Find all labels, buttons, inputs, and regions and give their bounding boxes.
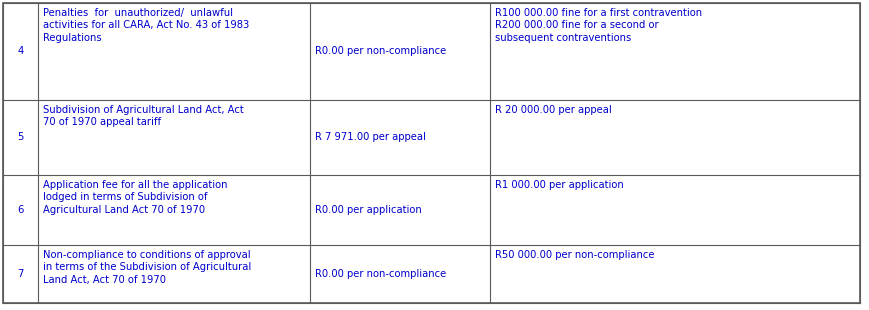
Text: R0.00 per non-compliance: R0.00 per non-compliance [315,269,446,279]
Text: R50 000.00 per non-compliance: R50 000.00 per non-compliance [494,250,653,260]
Text: Non-compliance to conditions of approval
in terms of the Subdivision of Agricult: Non-compliance to conditions of approval… [43,250,251,285]
Text: R1 000.00 per application: R1 000.00 per application [494,180,623,190]
Text: 5: 5 [17,132,23,143]
Text: 7: 7 [17,269,23,279]
Text: 6: 6 [17,205,23,215]
Text: Subdivision of Agricultural Land Act, Act
70 of 1970 appeal tariff: Subdivision of Agricultural Land Act, Ac… [43,105,243,127]
Text: R 7 971.00 per appeal: R 7 971.00 per appeal [315,132,426,143]
Text: R 20 000.00 per appeal: R 20 000.00 per appeal [494,105,611,115]
Text: R0.00 per non-compliance: R0.00 per non-compliance [315,46,446,56]
Text: 4: 4 [17,46,23,56]
Text: R100 000.00 fine for a first contravention
R200 000.00 fine for a second or
subs: R100 000.00 fine for a first contraventi… [494,8,701,43]
Text: Application fee for all the application
lodged in terms of Subdivision of
Agricu: Application fee for all the application … [43,180,227,215]
Text: R0.00 per application: R0.00 per application [315,205,421,215]
Text: Penalties  for  unauthorized/  unlawful
activities for all CARA, Act No. 43 of 1: Penalties for unauthorized/ unlawful act… [43,8,249,43]
